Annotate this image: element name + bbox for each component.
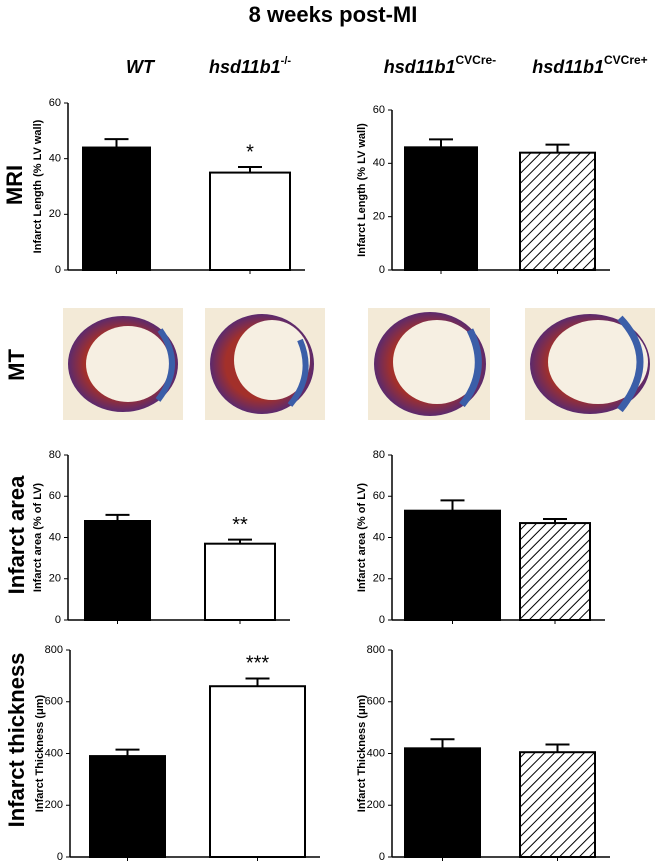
y-tick-label: 200 [367, 799, 385, 811]
bar [404, 146, 478, 271]
bar-chart: 0 20 40 60 80 Infarct area (% of LV) ** [32, 449, 290, 626]
y-tick-label: 0 [55, 614, 61, 626]
y-tick-label: 0 [55, 264, 61, 276]
bar [519, 751, 596, 858]
y-tick-label: 60 [373, 104, 385, 116]
column-sup: CVCre+ [604, 53, 648, 67]
row-label: Infarct thickness [4, 653, 29, 828]
y-tick-label: 20 [373, 211, 385, 223]
column-header: hsd11b1CVCre+ [532, 53, 647, 77]
y-tick-label: 600 [367, 696, 385, 708]
bar [204, 542, 276, 621]
y-axis-label: Infarct area (% of LV) [356, 483, 368, 593]
column-header: hsd11b1CVCre- [384, 53, 496, 77]
row-label: MT [4, 349, 29, 381]
bar [82, 146, 151, 272]
bar-chart: 0 20 40 60 Infarct Length (% LV wall) [356, 104, 610, 276]
y-axis-label: Infarct area (% of LV) [32, 483, 44, 593]
bar [404, 509, 501, 621]
bar-chart: 0 200 400 600 800 Infarct Thickness (μm) [356, 644, 610, 863]
y-tick-label: 0 [379, 851, 385, 863]
y-tick-label: 40 [49, 153, 61, 165]
y-tick-label: 800 [45, 644, 63, 656]
y-tick-label: 0 [57, 851, 63, 863]
y-tick-label: 0 [379, 264, 385, 276]
histology-images [63, 308, 655, 420]
histology-image [368, 308, 490, 420]
column-text: hsd11b1 [532, 57, 604, 77]
histology-image [63, 308, 183, 420]
y-tick-label: 60 [49, 97, 61, 109]
bar [404, 747, 481, 859]
column-text: WT [126, 57, 156, 77]
y-tick-label: 400 [45, 747, 63, 759]
y-axis-label: Infarct Length (% LV wall) [356, 123, 368, 257]
y-tick-label: 60 [373, 490, 385, 502]
y-tick-label: 40 [49, 531, 61, 543]
bar [519, 151, 596, 272]
column-text: hsd11b1 [209, 57, 281, 77]
y-tick-label: 600 [45, 696, 63, 708]
significance-label: * [246, 141, 254, 163]
figure-title: 8 weeks post-MI [249, 2, 418, 27]
y-tick-label: 20 [49, 573, 61, 585]
y-tick-label: 400 [367, 747, 385, 759]
row-label: Infarct area [4, 475, 29, 594]
bar-chart: 0 20 40 60 Infarct Length (% LV wall) * [32, 97, 305, 276]
y-axis-label: Infarct Length (% LV wall) [32, 119, 44, 253]
y-tick-label: 800 [367, 644, 385, 656]
y-tick-label: 80 [373, 449, 385, 461]
bar [89, 755, 166, 859]
bar-chart: 0 20 40 60 80 Infarct area (% of LV) [356, 449, 605, 626]
y-axis-label: Infarct Thickness (μm) [356, 694, 368, 812]
y-tick-label: 0 [379, 614, 385, 626]
significance-label: ** [232, 514, 248, 536]
significance-label: *** [246, 653, 270, 675]
histology-image [525, 308, 655, 420]
bar [84, 520, 151, 621]
column-header: hsd11b1-/- [209, 55, 291, 77]
bar [519, 522, 591, 621]
y-tick-label: 40 [373, 157, 385, 169]
y-tick-label: 40 [373, 531, 385, 543]
column-sup: -/- [281, 55, 292, 67]
y-axis-label: Infarct Thickness (μm) [34, 694, 46, 812]
y-tick-label: 60 [49, 490, 61, 502]
bar-chart: 0 200 400 600 800 Infarct Thickness (μm) *** [34, 644, 320, 863]
bar [209, 171, 291, 271]
y-tick-label: 20 [49, 208, 61, 220]
y-tick-label: 200 [45, 799, 63, 811]
histology-image [205, 308, 325, 420]
bar [209, 685, 306, 858]
column-sup: CVCre- [456, 53, 497, 67]
column-header: WT [126, 57, 156, 77]
row-label: MRI [2, 165, 27, 205]
column-text: hsd11b1 [384, 57, 456, 77]
y-tick-label: 20 [373, 573, 385, 585]
y-tick-label: 80 [49, 449, 61, 461]
